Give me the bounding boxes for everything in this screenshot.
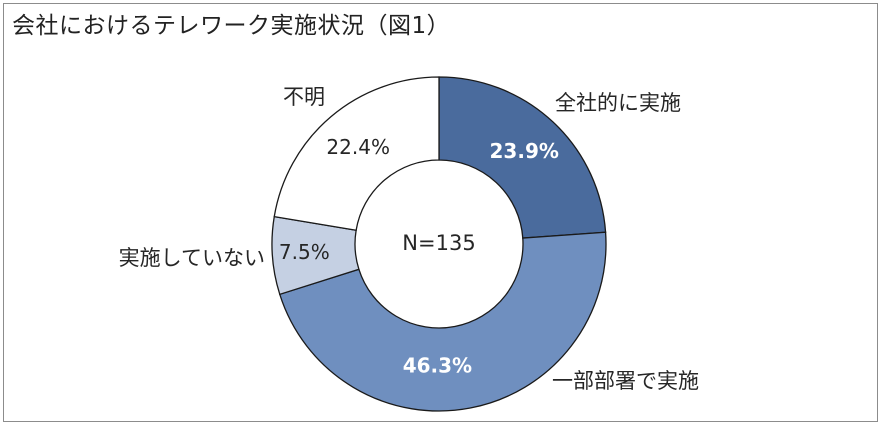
pct-label-not-implemented: 7.5% bbox=[279, 240, 330, 264]
chart-title: 会社におけるテレワーク実施状況（図1） bbox=[12, 13, 451, 39]
slice-some-departments bbox=[278, 231, 607, 412]
slice-company-wide bbox=[438, 76, 607, 239]
donut-slices bbox=[271, 76, 607, 412]
category-label-not-implemented: 実施していない bbox=[119, 246, 265, 270]
pct-label-some-departments: 46.3% bbox=[403, 353, 472, 377]
donut-labels: 23.9% 全社的に実施 46.3% 一部部署で実施 7.5% 実施していない 22.4% 不… bbox=[119, 85, 699, 393]
pct-label-unknown: 22.4% bbox=[326, 135, 390, 159]
pct-label-company-wide: 23.9% bbox=[490, 139, 559, 163]
category-label-unknown: 不明 bbox=[283, 85, 325, 109]
category-label-company-wide: 全社的に実施 bbox=[555, 91, 681, 115]
center-label: N=135 bbox=[402, 231, 475, 255]
category-label-some-departments: 一部部署で実施 bbox=[552, 369, 699, 393]
slice-unknown bbox=[273, 76, 440, 231]
